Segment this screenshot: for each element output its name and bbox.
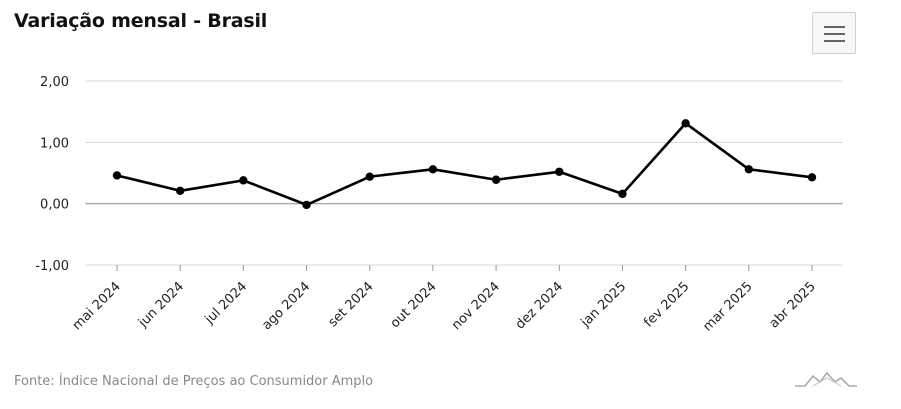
y-tick-labels: -1,00 0,00 1,00 2,00 <box>35 75 69 274</box>
data-point <box>555 167 564 176</box>
y-tick-label: 1,00 <box>40 136 69 151</box>
x-tick-labels: mai 2024 jun 2024 jul 2024 ago 2024 set 2024… <box>70 279 819 334</box>
data-point <box>491 175 501 184</box>
data-point <box>807 173 817 182</box>
series-line-path <box>116 122 813 207</box>
y-tick-label: -1,00 <box>35 259 69 274</box>
x-tick-label: mai 2024 <box>70 279 124 333</box>
x-tick-label: jul 2024 <box>202 279 251 328</box>
x-tick-label: fev 2025 <box>641 279 692 330</box>
gridlines <box>85 80 843 266</box>
x-tick-label: jan 2025 <box>578 279 630 331</box>
series-points <box>112 119 817 210</box>
x-tick-label: nov 2024 <box>449 279 503 333</box>
x-tick-label: set 2024 <box>326 279 377 330</box>
hamburger-menu-icon-bar <box>824 40 845 42</box>
data-point <box>681 119 690 128</box>
source-note: Fonte: Índice Nacional de Preços ao Cons… <box>14 374 374 389</box>
x-tick-label: abr 2025 <box>767 279 819 331</box>
data-point <box>744 165 754 174</box>
chart-title: Variação mensal - Brasil <box>14 10 268 32</box>
axis-ticks <box>116 265 813 271</box>
x-tick-label: ago 2024 <box>259 279 313 333</box>
data-point <box>175 186 185 195</box>
data-point <box>428 165 438 174</box>
data-point <box>302 200 311 210</box>
hamburger-menu-button[interactable] <box>812 12 856 54</box>
series-line <box>116 122 813 207</box>
data-point <box>365 172 374 181</box>
y-tick-label: 0,00 <box>40 198 69 213</box>
x-tick-label: jun 2024 <box>135 279 187 331</box>
x-tick-label: mar 2025 <box>700 279 755 334</box>
y-tick-label: 2,00 <box>40 75 69 90</box>
hamburger-menu-icon-bar <box>824 33 845 35</box>
x-tick-label: dez 2024 <box>513 279 566 332</box>
mountain-logo-icon <box>795 371 857 387</box>
data-point <box>239 176 248 185</box>
data-point <box>112 171 122 180</box>
hamburger-menu-icon <box>824 26 845 28</box>
x-tick-label: out 2024 <box>388 279 440 331</box>
data-point <box>618 189 627 199</box>
